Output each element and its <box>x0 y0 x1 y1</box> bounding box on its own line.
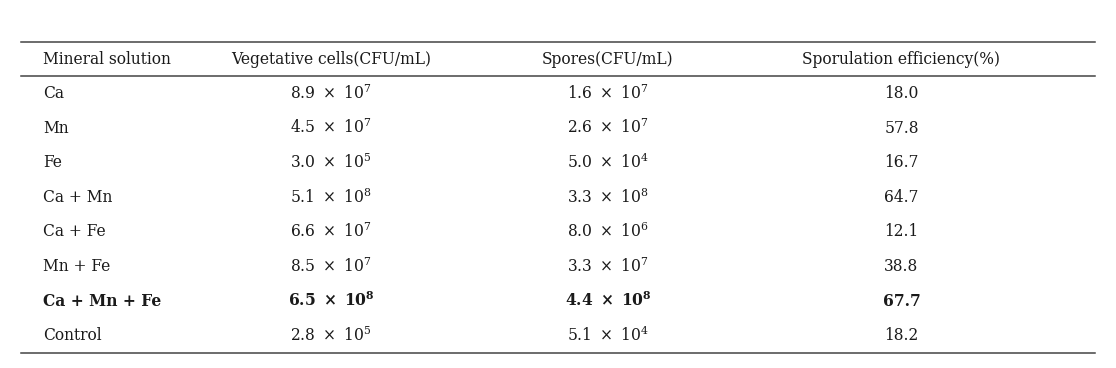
Text: $\mathregular{8.0\ \times\ 10^{6}}$: $\mathregular{8.0\ \times\ 10^{6}}$ <box>567 223 648 241</box>
Text: 67.7: 67.7 <box>883 293 921 309</box>
Text: Ca + Fe: Ca + Fe <box>42 223 106 240</box>
Text: $\mathregular{5.0\ \times\ 10^{4}}$: $\mathregular{5.0\ \times\ 10^{4}}$ <box>567 153 648 172</box>
Text: 12.1: 12.1 <box>884 223 918 240</box>
Text: $\mathregular{3.3\ \times\ 10^{7}}$: $\mathregular{3.3\ \times\ 10^{7}}$ <box>567 257 648 276</box>
Text: $\mathregular{4.4\ \times\ 10^{8}}$: $\mathregular{4.4\ \times\ 10^{8}}$ <box>565 292 651 311</box>
Text: 57.8: 57.8 <box>884 120 918 137</box>
Text: $\mathregular{8.5\ \times\ 10^{7}}$: $\mathregular{8.5\ \times\ 10^{7}}$ <box>290 257 372 276</box>
Text: Vegetative cells(CFU/mL): Vegetative cells(CFU/mL) <box>231 50 431 67</box>
Text: 38.8: 38.8 <box>884 258 918 275</box>
Text: 64.7: 64.7 <box>884 189 918 206</box>
Text: $\mathregular{5.1\ \times\ 10^{8}}$: $\mathregular{5.1\ \times\ 10^{8}}$ <box>290 188 372 206</box>
Text: $\mathregular{2.8\ \times\ 10^{5}}$: $\mathregular{2.8\ \times\ 10^{5}}$ <box>290 326 372 345</box>
Text: Ca: Ca <box>42 85 64 102</box>
Text: $\mathregular{5.1\ \times\ 10^{4}}$: $\mathregular{5.1\ \times\ 10^{4}}$ <box>567 326 648 346</box>
Text: $\mathregular{2.6\ \times\ 10^{7}}$: $\mathregular{2.6\ \times\ 10^{7}}$ <box>567 118 648 137</box>
Text: Spores(CFU/mL): Spores(CFU/mL) <box>542 50 674 67</box>
Text: $\mathregular{6.6\ \times\ 10^{7}}$: $\mathregular{6.6\ \times\ 10^{7}}$ <box>290 223 372 241</box>
Text: 18.2: 18.2 <box>884 327 918 344</box>
Text: Sporulation efficiency(%): Sporulation efficiency(%) <box>802 50 1000 67</box>
Text: Control: Control <box>42 327 102 344</box>
Text: Ca + Mn: Ca + Mn <box>42 189 113 206</box>
Text: 18.0: 18.0 <box>884 85 918 102</box>
Text: Mn: Mn <box>42 120 68 137</box>
Text: $\mathregular{3.3\ \times\ 10^{8}}$: $\mathregular{3.3\ \times\ 10^{8}}$ <box>567 188 648 206</box>
Text: Mn + Fe: Mn + Fe <box>42 258 110 275</box>
Text: $\mathregular{4.5\ \times\ 10^{7}}$: $\mathregular{4.5\ \times\ 10^{7}}$ <box>290 118 372 137</box>
Text: Ca + Mn + Fe: Ca + Mn + Fe <box>42 293 161 309</box>
Text: $\mathregular{1.6\ \times\ 10^{7}}$: $\mathregular{1.6\ \times\ 10^{7}}$ <box>567 84 648 103</box>
Text: $\mathregular{8.9\ \times\ 10^{7}}$: $\mathregular{8.9\ \times\ 10^{7}}$ <box>290 84 372 103</box>
Text: 16.7: 16.7 <box>884 154 918 171</box>
Text: Fe: Fe <box>42 154 61 171</box>
Text: $\mathregular{6.5\ \times\ 10^{8}}$: $\mathregular{6.5\ \times\ 10^{8}}$ <box>288 292 374 311</box>
Text: $\mathregular{3.0\ \times\ 10^{5}}$: $\mathregular{3.0\ \times\ 10^{5}}$ <box>290 153 372 172</box>
Text: Mineral solution: Mineral solution <box>42 50 171 67</box>
